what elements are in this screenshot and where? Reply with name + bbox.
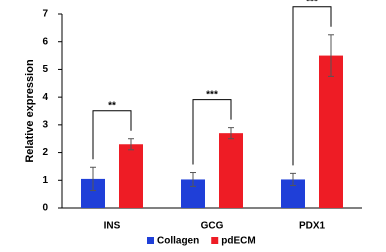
- significance-bracket: [192, 99, 232, 165]
- y-tick-label: 1: [42, 175, 48, 186]
- y-tick-label: 4: [42, 92, 48, 103]
- bar: [119, 144, 143, 208]
- x-tick-label: PDX1: [299, 221, 326, 232]
- x-tick-label: INS: [104, 221, 121, 232]
- significance-label: ***: [206, 89, 218, 100]
- bar: [319, 55, 343, 209]
- y-tick-label: 5: [42, 64, 48, 75]
- error-bar: [190, 172, 196, 187]
- error-bar: [90, 166, 96, 192]
- legend-swatch: [211, 237, 219, 244]
- legend-label: Collagen: [157, 236, 199, 247]
- bar: [219, 133, 243, 208]
- y-tick-label: 0: [42, 203, 48, 214]
- significance-bracket: [92, 110, 132, 160]
- legend-swatch: [147, 237, 154, 244]
- y-tick-label: 3: [42, 119, 48, 130]
- error-bar: [290, 172, 296, 187]
- legend-label: pdECM: [221, 236, 255, 247]
- y-tick-label: 7: [42, 9, 48, 20]
- y-tick-label: 6: [42, 36, 48, 47]
- x-tick-label: GCG: [201, 221, 224, 232]
- error-bar: [128, 138, 134, 151]
- significance-bracket: [292, 6, 332, 166]
- error-bar: [228, 127, 234, 140]
- significance-label: **: [108, 100, 116, 111]
- error-bar: [328, 34, 334, 77]
- y-tick-label: 2: [42, 147, 48, 158]
- significance-label: ***: [306, 0, 318, 7]
- y-axis-label: Relative expression: [24, 59, 36, 163]
